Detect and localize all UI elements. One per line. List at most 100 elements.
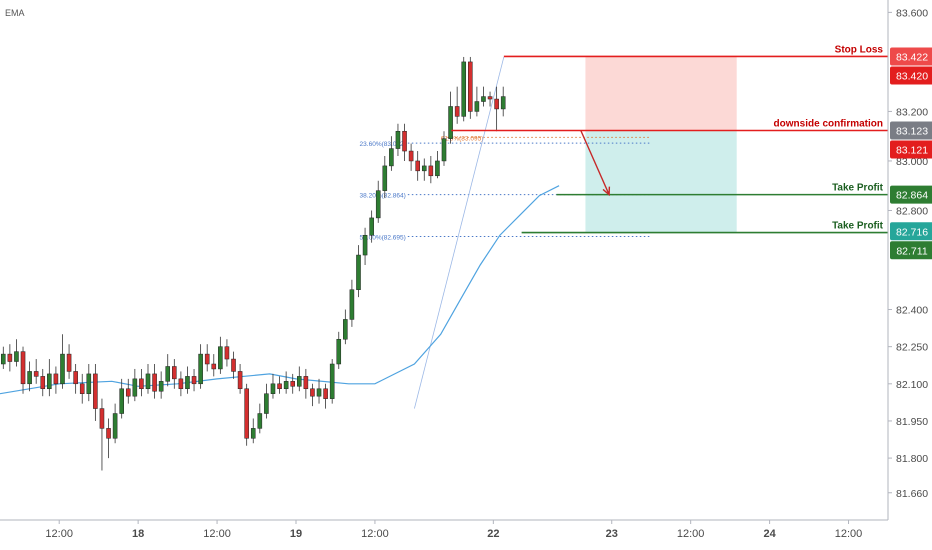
candle (448, 91, 453, 144)
candle (277, 376, 282, 394)
candle-body (158, 381, 164, 392)
candle (264, 383, 269, 419)
candle-body (270, 383, 276, 394)
candle-body (461, 61, 467, 117)
candle-body (191, 376, 197, 385)
candle (323, 383, 328, 409)
candle (303, 368, 309, 399)
price-tick-label: 82.100 (896, 379, 928, 391)
candle-body (356, 254, 361, 290)
confirmation-label: downside confirmation (774, 118, 883, 129)
candle-body (481, 96, 486, 102)
candle (375, 180, 381, 223)
candle (257, 403, 263, 434)
candle-body (310, 388, 315, 397)
price-tick-label: 83.600 (896, 7, 928, 19)
candle (152, 364, 157, 399)
take-profit-label: Take Profit (832, 183, 884, 194)
candle (389, 136, 394, 171)
candle (329, 359, 335, 404)
price-axis[interactable]: 81.660 81.800 81.950 82.100 82.250 82.400 82.8… (887, 0, 932, 550)
candle (468, 56, 473, 119)
price-tag[interactable]: 83.420 (890, 66, 932, 85)
candle-body (7, 353, 13, 362)
price-axis-bg (888, 0, 932, 550)
candle (40, 368, 46, 397)
time-tick-label: 12:00 (835, 528, 863, 540)
candle (474, 86, 480, 117)
candle (125, 378, 131, 404)
price-tick-label: 82.800 (896, 205, 928, 217)
candle (0, 346, 6, 369)
candle-body (244, 388, 249, 439)
candle-body (218, 346, 223, 370)
price-tag[interactable]: 82.864 (890, 185, 932, 204)
candle-body (362, 234, 368, 256)
price-tag-bg (890, 140, 932, 159)
candle (494, 86, 499, 132)
arrow-head (602, 186, 611, 197)
price-tag-bg (890, 66, 932, 85)
price-tag[interactable]: 83.123 (890, 121, 932, 140)
candle (79, 373, 85, 404)
candle (454, 86, 460, 124)
candle (191, 368, 197, 392)
candle-body (231, 358, 236, 372)
time-axis[interactable]: 12:00 18 12:00 19 12:00 22 23 12:00 24 12:00 (0, 519, 888, 550)
candle (362, 227, 368, 265)
candle-body (474, 101, 480, 112)
candle (139, 368, 144, 397)
price-tag-bg (890, 121, 932, 140)
price-tag-label: 83.121 (896, 144, 928, 156)
candle (172, 359, 177, 389)
price-tag[interactable]: 83.422 (890, 47, 932, 66)
time-tick-label: 24 (763, 528, 776, 540)
candle (73, 364, 78, 394)
take-profit-label: Take Profit (832, 221, 884, 232)
price-tick-label: 81.950 (896, 416, 928, 428)
stop-loss-label: Stop Loss (835, 44, 884, 55)
candlestick-series (0, 56, 506, 471)
price-tag[interactable]: 82.716 (890, 222, 932, 241)
candle (461, 56, 467, 122)
price-tag[interactable]: 82.711 (890, 241, 932, 260)
candle (415, 151, 420, 181)
candle-body (198, 353, 203, 385)
candle (145, 364, 151, 394)
candle (47, 359, 52, 397)
candle (283, 371, 289, 394)
candle-body (402, 130, 407, 152)
price-tick-label: 83.000 (896, 156, 928, 168)
candle (343, 309, 348, 345)
candle-body (323, 388, 328, 399)
price-tick-label: 83.200 (896, 106, 928, 118)
candle-body (264, 393, 269, 414)
candle-body (152, 373, 157, 392)
time-tick-label: 18 (132, 528, 144, 540)
candle-body (500, 96, 506, 110)
candle-body (112, 413, 118, 439)
candle (211, 354, 217, 377)
candle-body (395, 130, 401, 149)
price-tag[interactable]: 83.121 (890, 140, 932, 159)
candle-body (172, 366, 177, 380)
fib-label: 38.20%(82.864) (360, 193, 406, 200)
price-tag-label: 82.864 (896, 190, 928, 202)
candle-body (296, 376, 302, 387)
candle (14, 339, 19, 367)
time-tick-label: 12:00 (45, 528, 73, 540)
candle-body (283, 381, 289, 390)
candle-body (86, 373, 92, 394)
price-tag-bg (890, 47, 932, 66)
candle-body (421, 165, 427, 172)
candle-body (329, 363, 335, 399)
candle-body (66, 353, 72, 372)
time-tick-label: 12:00 (203, 528, 231, 540)
candle-body (277, 383, 282, 390)
price-tag-bg (890, 222, 932, 241)
price-tick-label: 82.400 (896, 305, 928, 317)
candle (112, 403, 118, 444)
candle (310, 383, 315, 407)
candle (66, 344, 72, 379)
